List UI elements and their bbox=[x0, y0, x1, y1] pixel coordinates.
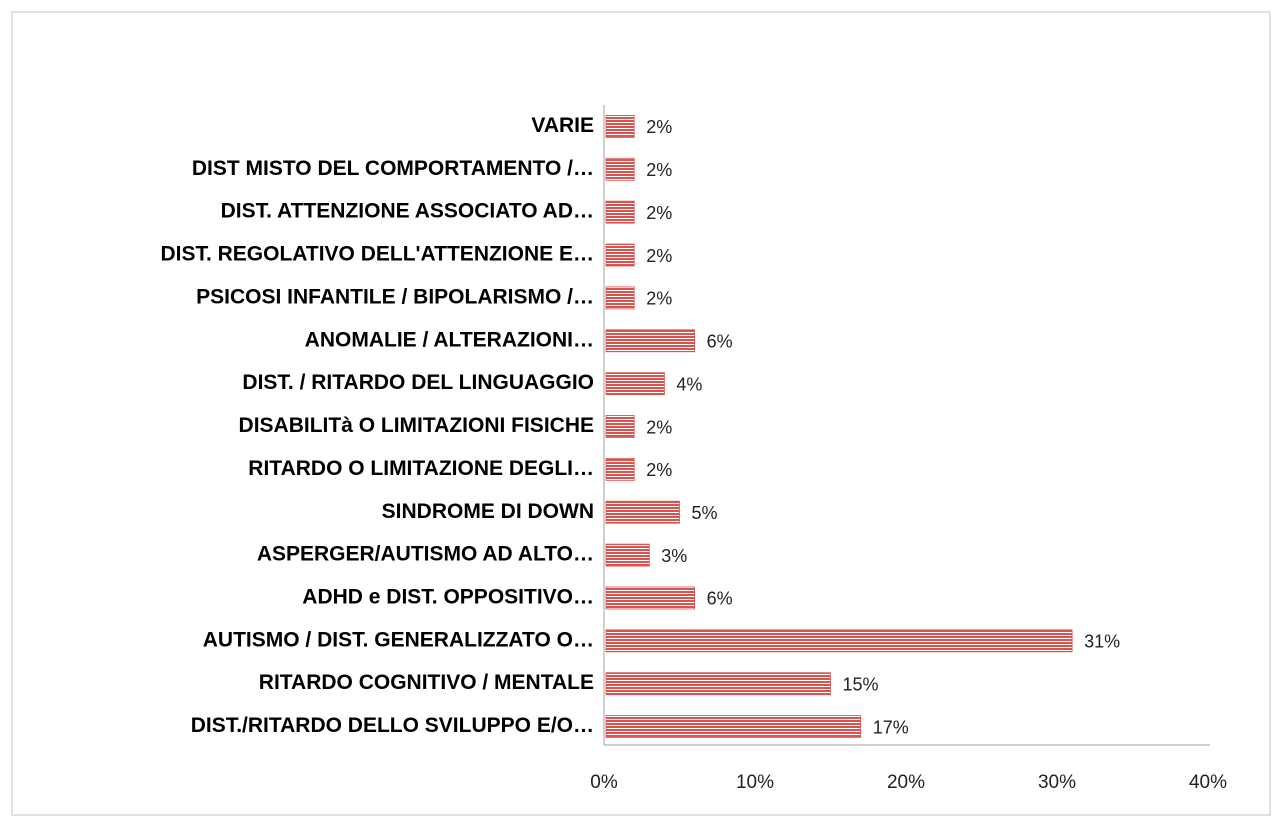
bar bbox=[605, 372, 665, 396]
bar bbox=[605, 672, 831, 696]
bar bbox=[605, 586, 695, 610]
x-tick-label: 40% bbox=[1189, 772, 1227, 793]
x-tick-label: 10% bbox=[736, 772, 774, 793]
category-label: ANOMALIE / ALTERAZIONI… bbox=[305, 328, 594, 351]
bar bbox=[605, 200, 635, 224]
bar bbox=[605, 457, 635, 481]
value-label: 17% bbox=[873, 717, 909, 737]
value-label: 2% bbox=[646, 203, 672, 223]
bar bbox=[605, 629, 1073, 653]
value-label: 2% bbox=[646, 289, 672, 309]
bar bbox=[605, 415, 635, 438]
bar bbox=[605, 715, 862, 738]
value-label: 3% bbox=[661, 546, 687, 566]
category-label: AUTISMO / DIST. GENERALIZZATO O… bbox=[203, 628, 594, 651]
category-label: PSICOSI INFANTILE / BIPOLARISMO /… bbox=[196, 285, 594, 308]
value-label: 2% bbox=[646, 246, 672, 266]
value-label: 6% bbox=[707, 589, 733, 609]
value-label: 2% bbox=[646, 417, 672, 437]
value-label: 2% bbox=[646, 117, 672, 137]
bar bbox=[605, 115, 635, 138]
bar bbox=[605, 243, 635, 267]
category-label: DIST. ATTENZIONE ASSOCIATO AD… bbox=[221, 200, 594, 223]
category-label: DIST./RITARDO DELLO SVILUPPO E/O… bbox=[191, 714, 594, 737]
bar bbox=[605, 500, 680, 524]
category-label: ADHD e DIST. OPPOSITIVO… bbox=[302, 586, 594, 609]
category-label: DISABILITà O LIMITAZIONI FISICHE bbox=[239, 414, 594, 437]
category-label: DIST MISTO DEL COMPORTAMENTO /… bbox=[192, 157, 594, 180]
x-tick-label: 0% bbox=[590, 772, 618, 793]
value-label: 31% bbox=[1084, 632, 1120, 652]
x-tick-label: 30% bbox=[1038, 772, 1076, 793]
bar bbox=[605, 543, 650, 567]
value-label: 2% bbox=[646, 160, 672, 180]
value-label: 2% bbox=[646, 460, 672, 480]
category-label: RITARDO COGNITIVO / MENTALE bbox=[259, 671, 594, 694]
bar bbox=[605, 157, 635, 181]
category-label: ASPERGER/AUTISMO AD ALTO… bbox=[257, 543, 594, 566]
category-label: DIST. / RITARDO DEL LINGUAGGIO bbox=[242, 371, 594, 394]
value-label: 4% bbox=[676, 374, 702, 394]
x-tick-label: 20% bbox=[887, 772, 925, 793]
category-label: DIST. REGOLATIVO DELL'ATTENZIONE E… bbox=[160, 243, 594, 266]
value-label: 15% bbox=[843, 674, 879, 694]
bar bbox=[605, 286, 635, 310]
value-label: 5% bbox=[692, 503, 718, 523]
value-label: 6% bbox=[707, 332, 733, 352]
category-label: RITARDO O LIMITAZIONE DEGLI… bbox=[248, 457, 594, 480]
category-label: VARIE bbox=[531, 114, 594, 137]
bar bbox=[605, 329, 695, 353]
category-label: SINDROME DI DOWN bbox=[382, 500, 594, 523]
